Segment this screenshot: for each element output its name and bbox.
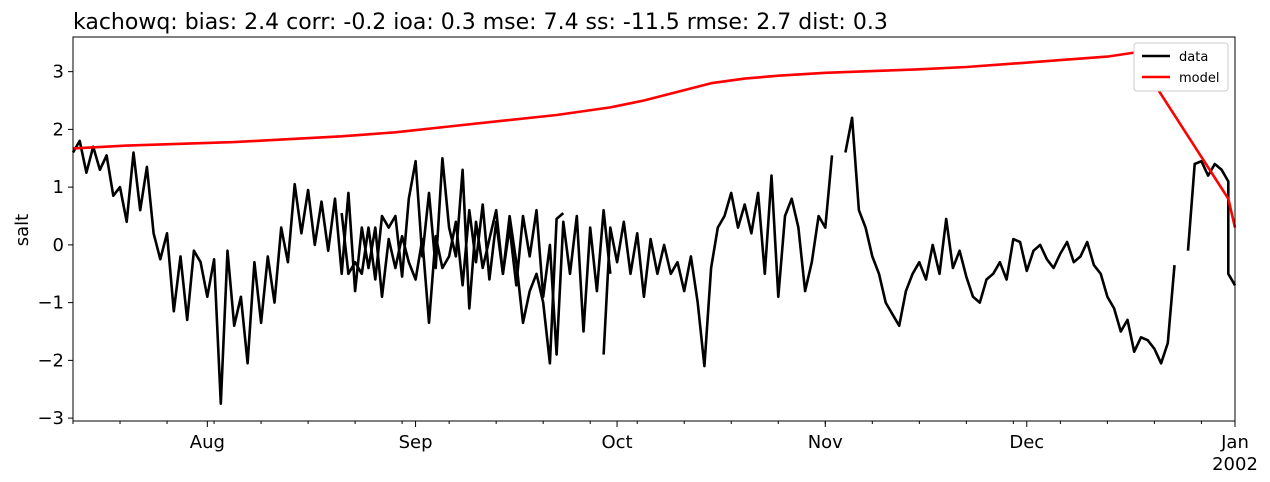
plot-frame [72,36,1236,422]
y-tick-label: 0 [53,235,64,256]
chart-title: kachowq: bias: 2.4 corr: -0.2 ioa: 0.3 m… [73,10,888,35]
x-tick-label: Dec [1009,432,1044,453]
series-data-segment-3 [602,155,834,368]
series-data-segment-5 [1186,159,1237,286]
plot-area [71,51,1237,406]
x-tick-label: Nov [808,432,843,453]
series-data-segment-2 [340,157,612,356]
y-tick-label: 2 [53,119,64,140]
x-tick-sublabel: 2002 [1212,454,1258,475]
y-tick-label: −2 [37,350,64,371]
legend-label-data: data [1179,50,1208,65]
y-tick-label: 1 [53,177,64,198]
series-model-segment-1 [72,51,1237,228]
y-tick-label: −1 [37,293,64,314]
series-data-segment-1 [71,139,565,406]
y-tick-label: 3 [53,62,64,83]
legend: data model [1133,42,1229,92]
x-tick-label: Oct [601,432,632,453]
y-axis-label: salt [12,214,33,246]
x-tick-label: Sep [399,432,433,453]
x-tick-label: Aug [190,432,225,453]
legend-label-model: model [1179,71,1219,86]
x-tick-label: Jan [1220,432,1249,453]
y-tick-label: −3 [37,408,64,429]
series-data-segment-4 [844,116,1176,365]
